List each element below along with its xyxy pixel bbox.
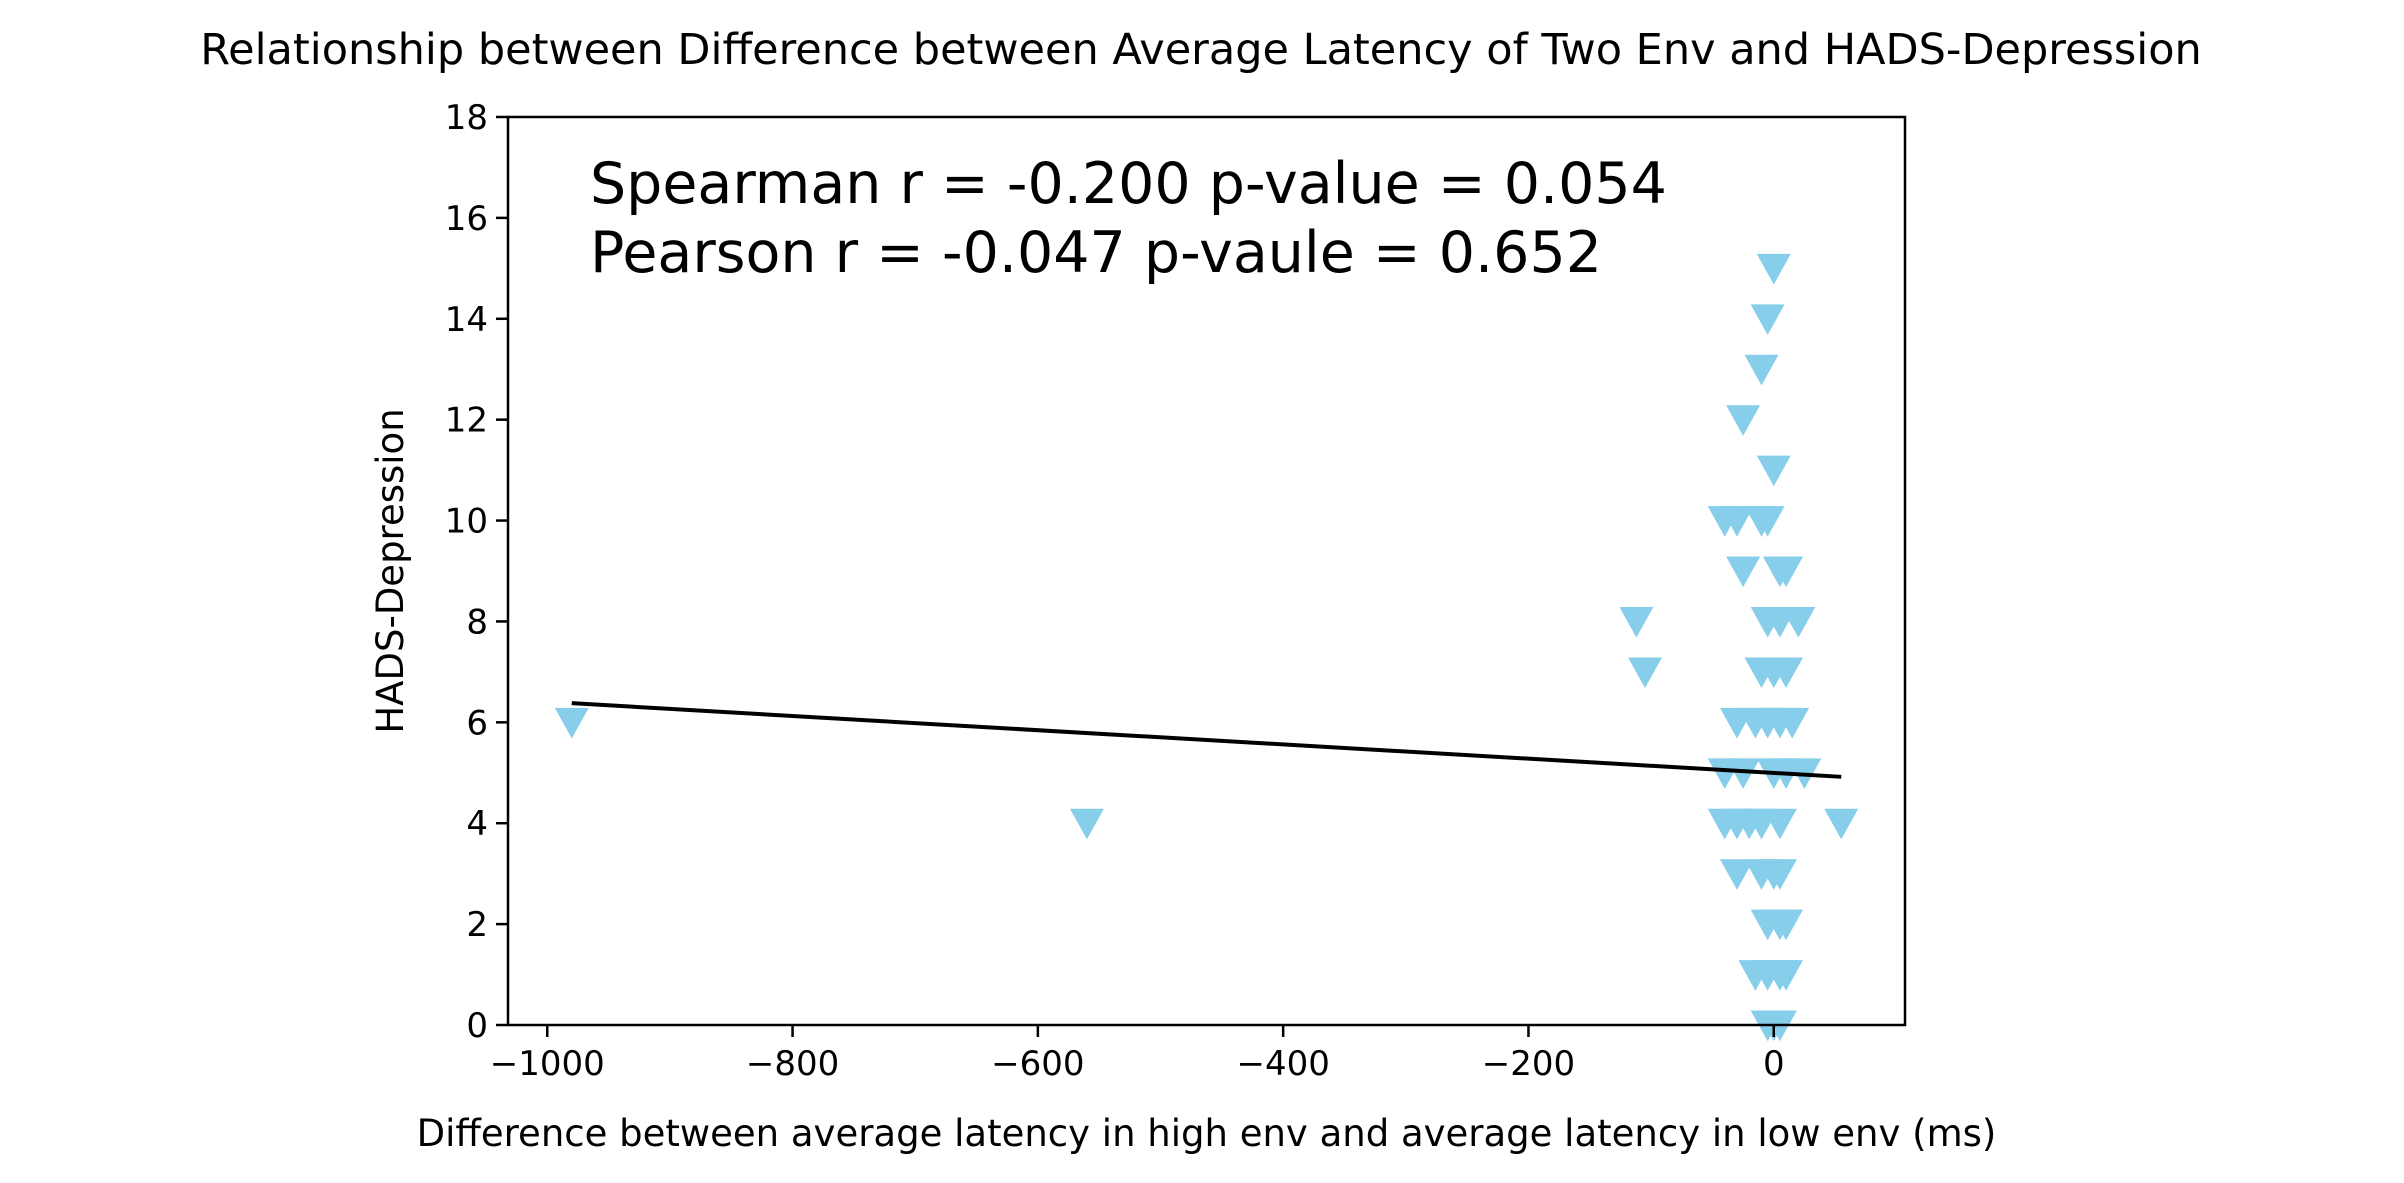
data-point-8 <box>1756 455 1791 487</box>
data-point-1 <box>1069 808 1104 840</box>
data-point-7 <box>1726 405 1761 436</box>
data-point-44 <box>1769 909 1804 941</box>
x-tick-label: −400 <box>1236 1044 1329 1084</box>
x-tick-label: −600 <box>991 1044 1084 1084</box>
y-tick-label: 4 <box>466 804 488 844</box>
data-point-12 <box>1750 506 1785 537</box>
data-point-5 <box>1750 304 1785 335</box>
y-axis-ticks: 0 2 4 6 8 10 12 14 16 18 <box>445 98 508 1046</box>
y-axis-label: HADS-Depression <box>369 408 412 733</box>
data-point-0 <box>554 707 589 739</box>
plot-frame <box>506 115 1907 1027</box>
spearman-annotation: Spearman r = -0.200 p-value = 0.054 <box>590 151 1667 217</box>
y-tick-label: 18 <box>445 98 488 138</box>
regression-line <box>571 701 1842 779</box>
y-tick-label: 8 <box>466 602 488 642</box>
x-axis-ticks: −1000 −800 −600 −400 −200 0 <box>490 1025 1785 1084</box>
pearson-annotation: Pearson r = -0.047 p-vaule = 0.652 <box>590 220 1602 286</box>
y-tick-label: 10 <box>445 502 488 542</box>
y-tick-label: 6 <box>466 703 488 743</box>
x-tick-label: 0 <box>1763 1044 1785 1084</box>
data-point-37 <box>1824 808 1859 840</box>
data-point-26 <box>1775 707 1810 739</box>
data-point-4 <box>1756 253 1791 285</box>
regression-line-layer <box>571 701 1842 779</box>
data-point-28 <box>1726 758 1761 789</box>
chart-title: Relationship between Difference between … <box>200 25 2202 75</box>
y-tick-label: 14 <box>445 300 488 340</box>
x-tick-label: −1000 <box>490 1044 605 1084</box>
x-tick-label: −800 <box>746 1044 839 1084</box>
data-point-3 <box>1627 657 1662 689</box>
data-point-38 <box>1719 859 1754 890</box>
data-point-36 <box>1762 808 1797 840</box>
data-point-41 <box>1762 859 1797 890</box>
data-point-48 <box>1769 960 1804 991</box>
data-point-21 <box>1769 657 1804 689</box>
data-point-2 <box>1619 606 1654 638</box>
y-tick-label: 16 <box>445 199 488 239</box>
y-tick-label: 12 <box>445 401 488 441</box>
y-tick-label: 0 <box>466 1006 488 1046</box>
data-point-15 <box>1769 556 1804 588</box>
data-points <box>554 253 1859 1042</box>
x-axis-label: Difference between average latency in hi… <box>417 1112 1997 1155</box>
data-point-13 <box>1726 556 1761 588</box>
data-point-18 <box>1781 606 1816 638</box>
y-tick-label: 2 <box>466 905 488 945</box>
data-point-10 <box>1719 506 1754 537</box>
data-point-6 <box>1744 354 1779 386</box>
x-tick-label: −200 <box>1482 1044 1575 1084</box>
